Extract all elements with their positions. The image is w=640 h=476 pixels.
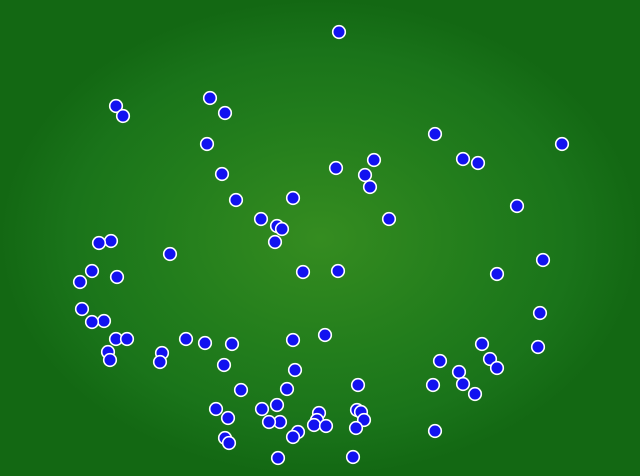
shot-point: [306, 417, 322, 433]
shot-point: [221, 435, 237, 451]
shot-point: [84, 314, 100, 330]
shot-point: [470, 155, 486, 171]
shot-point: [287, 362, 303, 378]
shot-point: [228, 192, 244, 208]
shot-point: [509, 198, 525, 214]
shot-point: [427, 423, 443, 439]
shot-point: [455, 376, 471, 392]
shot-point: [345, 449, 361, 465]
shot-point: [74, 301, 90, 317]
shot-point: [216, 357, 232, 373]
shot-point: [254, 401, 270, 417]
shot-point: [331, 24, 347, 40]
shot-points: [72, 24, 570, 466]
shot-point: [199, 136, 215, 152]
shot-point: [530, 339, 546, 355]
shot-point: [425, 377, 441, 393]
shot-point: [350, 377, 366, 393]
shot-point: [366, 152, 382, 168]
shot-point: [109, 269, 125, 285]
shot-point: [381, 211, 397, 227]
shot-point: [267, 234, 283, 250]
shot-point: [348, 420, 364, 436]
shot-point: [432, 353, 448, 369]
shot-point: [253, 211, 269, 227]
shot-point: [285, 190, 301, 206]
shot-point: [270, 450, 286, 466]
shot-point: [220, 410, 236, 426]
shot-point: [233, 382, 249, 398]
shot-point: [328, 160, 344, 176]
shot-point: [162, 246, 178, 262]
shot-point: [72, 274, 88, 290]
shot-point: [285, 429, 301, 445]
shot-point: [152, 354, 168, 370]
shot-point: [474, 336, 490, 352]
shot-point: [115, 108, 131, 124]
shot-point: [427, 126, 443, 142]
shot-point: [362, 179, 378, 195]
shot-point: [279, 381, 295, 397]
shot-point: [269, 397, 285, 413]
shot-point: [318, 418, 334, 434]
shot-point: [202, 90, 218, 106]
shot-point: [357, 167, 373, 183]
shot-point: [91, 235, 107, 251]
shot-point: [285, 332, 301, 348]
shot-point: [96, 313, 112, 329]
shot-point: [467, 386, 483, 402]
shot-point: [224, 336, 240, 352]
shot-point: [103, 233, 119, 249]
shot-point: [108, 98, 124, 114]
shot-point: [217, 105, 233, 121]
shot-point: [197, 335, 213, 351]
shot-point: [554, 136, 570, 152]
shot-point: [119, 331, 135, 347]
shot-point: [214, 166, 230, 182]
shot-point: [178, 331, 194, 347]
shot-point: [330, 263, 346, 279]
shot-point: [317, 327, 333, 343]
shot-point: [295, 264, 311, 280]
shot-point: [84, 263, 100, 279]
shot-point: [455, 151, 471, 167]
shot-point: [489, 266, 505, 282]
shot-point: [208, 401, 224, 417]
shot-point: [532, 305, 548, 321]
shot-point: [274, 221, 290, 237]
shot-point: [535, 252, 551, 268]
shot-point: [451, 364, 467, 380]
shot-point: [261, 414, 277, 430]
shot-point: [102, 352, 118, 368]
shot-point: [489, 360, 505, 376]
